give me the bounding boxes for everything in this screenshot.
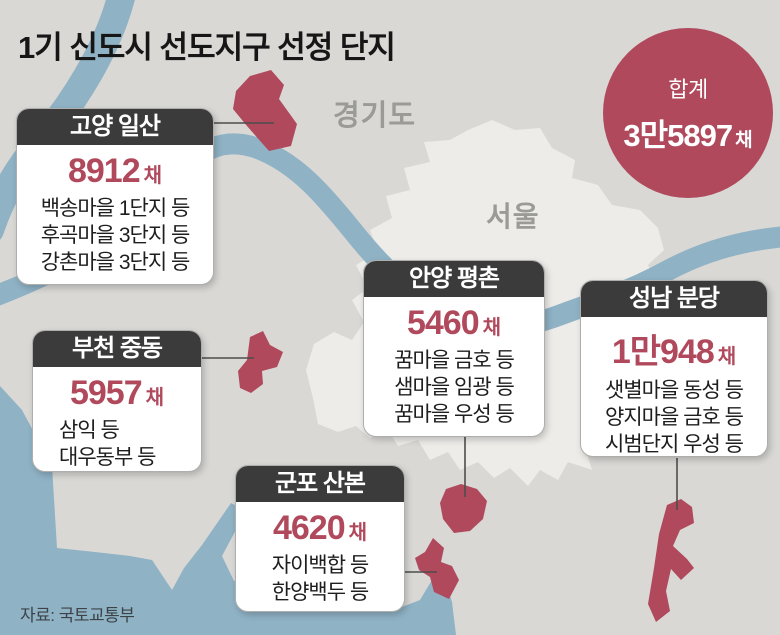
card-goyang-ilsan-title: 고양 일산 (17, 109, 213, 145)
sea-area (0, 386, 456, 635)
card-anyang-pyeongchon-value: 5460 채 (364, 304, 544, 343)
value-number: 8912 (67, 152, 141, 190)
list-item: 양지마을 금호 등 (605, 406, 744, 429)
card-gunpo-sanbon-title: 군포 산본 (236, 466, 404, 502)
total-value: 3만5897 채 (623, 110, 752, 155)
list-item: 후곡마을 3단지 등 (40, 224, 191, 247)
value-unit: 채 (348, 522, 368, 544)
total-label: 합계 (668, 76, 708, 102)
source-note: 자료: 국토교통부 (20, 606, 135, 625)
connector-lines (202, 122, 678, 573)
total-unit: 채 (735, 129, 753, 151)
value-number: 5460 (406, 304, 480, 342)
list-item: 백송마을 1단지 등 (40, 197, 191, 220)
list-item: 삼익 등 (59, 419, 120, 442)
value-number: 4620 (272, 509, 346, 547)
list-item: 대우동부 등 (59, 446, 156, 469)
card-gunpo-sanbon-items: 자이백합 등 한양백두 등 (236, 552, 404, 606)
list-item: 샛별마을 동성 등 (605, 379, 744, 402)
card-goyang-ilsan-items: 백송마을 1단지 등 후곡마을 3단지 등 강촌마을 3단지 등 (17, 195, 213, 276)
region-label-gyeonggi: 경기도 (333, 100, 417, 132)
card-bucheon-jungdong-items: 삼익 등 대우동부 등 (33, 417, 201, 471)
page-title: 1기 신도시 선도지구 선정 단지 (18, 30, 396, 65)
value-number: 1만948 (611, 333, 715, 371)
value-unit: 채 (482, 317, 502, 339)
total-badge: 합계 3만5897 채 (603, 28, 773, 198)
card-bucheon-jungdong: 부천 중동 5957 채 삼익 등 대우동부 등 (32, 330, 202, 472)
value-unit: 채 (145, 387, 165, 409)
list-item: 강촌마을 3단지 등 (40, 251, 191, 274)
card-seongnam-bundang-items: 샛별마을 동성 등 양지마을 금호 등 시범단지 우성 등 (581, 377, 767, 456)
marker-anyang-pyeongchon (440, 484, 487, 533)
total-number: 3만5897 (623, 117, 733, 153)
marker-bucheon-jungdong (238, 331, 283, 393)
card-seongnam-bundang: 성남 분당 1만948 채 샛별마을 동성 등 양지마을 금호 등 시범단지 우성… (580, 280, 768, 457)
marker-seongnam-bundang (648, 499, 694, 622)
value-unit: 채 (717, 346, 737, 368)
card-gunpo-sanbon: 군포 산본 4620 채 자이백합 등 한양백두 등 (235, 465, 405, 612)
value-number: 5957 (69, 374, 143, 412)
card-anyang-pyeongchon-title: 안양 평촌 (364, 261, 544, 297)
value-unit: 채 (143, 165, 163, 187)
card-anyang-pyeongchon: 안양 평촌 5460 채 꿈마을 금호 등 샘마을 임광 등 꿈마을 우성 등 (363, 260, 545, 437)
card-seongnam-bundang-title: 성남 분당 (581, 281, 767, 317)
card-goyang-ilsan-value: 8912 채 (17, 152, 213, 191)
list-item: 꿈마을 우성 등 (394, 403, 515, 426)
marker-gunpo-sanbon (415, 538, 459, 599)
list-item: 자이백합 등 (271, 554, 369, 577)
card-bucheon-jungdong-value: 5957 채 (33, 374, 201, 413)
list-item: 한양백두 등 (271, 581, 369, 604)
list-item: 꿈마을 금호 등 (394, 349, 515, 372)
list-item: 샘마을 임광 등 (394, 376, 515, 399)
card-goyang-ilsan: 고양 일산 8912 채 백송마을 1단지 등 후곡마을 3단지 등 강촌마을 3… (16, 108, 214, 285)
region-label-seoul: 서울 (486, 201, 540, 232)
list-item: 시범단지 우성 등 (605, 433, 744, 456)
card-anyang-pyeongchon-items: 꿈마을 금호 등 샘마을 임광 등 꿈마을 우성 등 (364, 347, 544, 428)
card-bucheon-jungdong-title: 부천 중동 (33, 331, 201, 367)
marker-goyang-ilsan (233, 70, 297, 151)
card-seongnam-bundang-value: 1만948 채 (581, 324, 767, 373)
card-gunpo-sanbon-value: 4620 채 (236, 509, 404, 548)
